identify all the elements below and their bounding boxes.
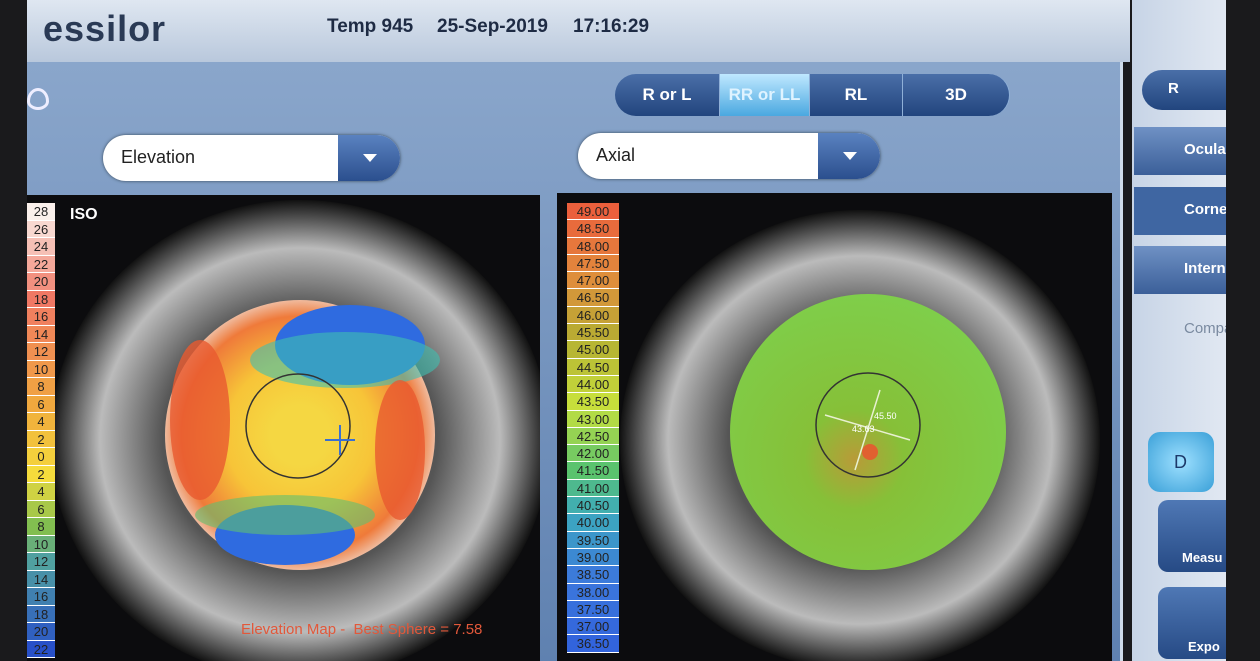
scale-label: 14: [27, 570, 55, 588]
exam-date: 25-Sep-2019: [437, 16, 548, 37]
scale-label: 39.00: [567, 548, 619, 567]
exam-time: 17:16:29: [573, 16, 650, 37]
map-annotation: 43.63: [852, 424, 875, 434]
scale-label: 47.00: [567, 272, 619, 290]
scale-label: 18: [27, 605, 55, 623]
scale-label: 4: [27, 413, 55, 431]
scale-label: 44.00: [567, 375, 619, 394]
left-eye: [50, 200, 540, 661]
scale-label: 12: [27, 343, 55, 361]
view-button[interactable]: 3D: [903, 74, 1010, 116]
scale-label: 10: [27, 535, 55, 553]
dropdown-value: Axial: [596, 145, 636, 165]
right-scale: 49.00 48.50 48.00 47.50 47.00 46.50 46.00 45.50…: [567, 203, 619, 653]
scale-label: 39.50: [567, 531, 619, 549]
scale-label: 22: [27, 255, 55, 273]
scale-label: 2: [27, 465, 55, 483]
scale-label: 28: [27, 203, 55, 221]
eye-button-label: R: [1168, 80, 1179, 97]
map-annotation: 45.50: [874, 411, 897, 421]
scale-label: 4: [27, 483, 55, 501]
sidebar-tab[interactable]: Ocula: [1134, 127, 1226, 175]
scale-label: 12: [27, 553, 55, 571]
scale-label: 43.00: [567, 410, 619, 428]
scale-label: 38.50: [567, 566, 619, 584]
scale-label: 26: [27, 220, 55, 238]
scale-label: 46.50: [567, 289, 619, 307]
export-button[interactable]: Expo: [1158, 587, 1226, 659]
scale-label: 44.50: [567, 358, 619, 376]
scale-label: 24: [27, 238, 55, 256]
scale-label: 37.50: [567, 600, 619, 619]
d-button-label: D: [1174, 452, 1187, 472]
scale-label: 40.50: [567, 497, 619, 515]
scale-label: 42.00: [567, 445, 619, 463]
scale-label: 16: [27, 308, 55, 326]
map-caption: Elevation Map - Best Sphere = 7.58: [241, 621, 483, 638]
measure-button[interactable]: Measu: [1158, 500, 1226, 572]
view-button[interactable]: R or L: [615, 74, 720, 116]
eye-button[interactable]: R: [1142, 70, 1226, 110]
action-label: Expo: [1188, 639, 1220, 654]
scale-label: 45.00: [567, 341, 619, 359]
scale-label: 40.00: [567, 514, 619, 532]
scale-label: 20: [27, 623, 55, 641]
right-dropdown[interactable]: Axial: [578, 133, 880, 179]
scale-label: 6: [27, 500, 55, 518]
view-button[interactable]: RR or LL: [720, 74, 810, 116]
scale-label: 41.50: [567, 462, 619, 480]
scale-label: 48.00: [567, 237, 619, 255]
scale-label: 48.50: [567, 220, 619, 238]
scale-label: 14: [27, 325, 55, 343]
device-name: Temp 945: [327, 16, 414, 37]
scale-label: 47.50: [567, 254, 619, 273]
view-button[interactable]: RL: [810, 74, 903, 116]
dropdown-arrow[interactable]: [338, 135, 400, 181]
dropdown-value: Elevation: [121, 147, 196, 167]
eye-icon: [27, 88, 49, 110]
scale-label: 6: [27, 395, 55, 413]
sidebar-tab[interactable]: Intern: [1134, 246, 1226, 294]
scale-label: 43.50: [567, 393, 619, 411]
scale-label: 45.50: [567, 324, 619, 342]
iso-label: ISO: [70, 206, 98, 223]
view-buttons: R or L RR or LL RL 3D: [615, 0, 1010, 120]
scale-label: 36.50: [567, 635, 619, 653]
scale-label: 10: [27, 360, 55, 378]
d-button[interactable]: D: [1148, 432, 1214, 492]
right-eye: [620, 210, 1100, 661]
scale-label: 22: [27, 640, 55, 658]
sidebar-tab[interactable]: Corne: [1134, 187, 1226, 235]
scale-label: 38.00: [567, 583, 619, 601]
dropdown-arrow[interactable]: [818, 133, 880, 179]
scale-label: 46.00: [567, 306, 619, 325]
scale-label: 41.00: [567, 479, 619, 498]
header-bar: essilor Temp 945 25-Sep-2019 17:16:29: [27, 0, 1130, 62]
scale-label: 42.50: [567, 427, 619, 446]
scale-label: 37.00: [567, 618, 619, 636]
scale-label: 0: [27, 448, 55, 466]
scale-label: 18: [27, 290, 55, 308]
scale-label: 49.00: [567, 203, 619, 221]
scale-label: 20: [27, 273, 55, 291]
action-label: Measu: [1182, 550, 1223, 565]
sidebar-tab[interactable]: Compa: [1184, 320, 1226, 337]
scale-label: 2: [27, 430, 55, 448]
left-scale: 28 26 24 22 20 18 16 14 12 10 8 6 4 2 0 2 4 6 8 10 12 14 16 18 2…: [27, 203, 55, 658]
logo: essilor: [43, 8, 167, 49]
scale-label: 16: [27, 588, 55, 606]
left-dropdown[interactable]: Elevation: [103, 135, 400, 181]
scale-label: 8: [27, 518, 55, 536]
scale-label: 8: [27, 378, 55, 396]
